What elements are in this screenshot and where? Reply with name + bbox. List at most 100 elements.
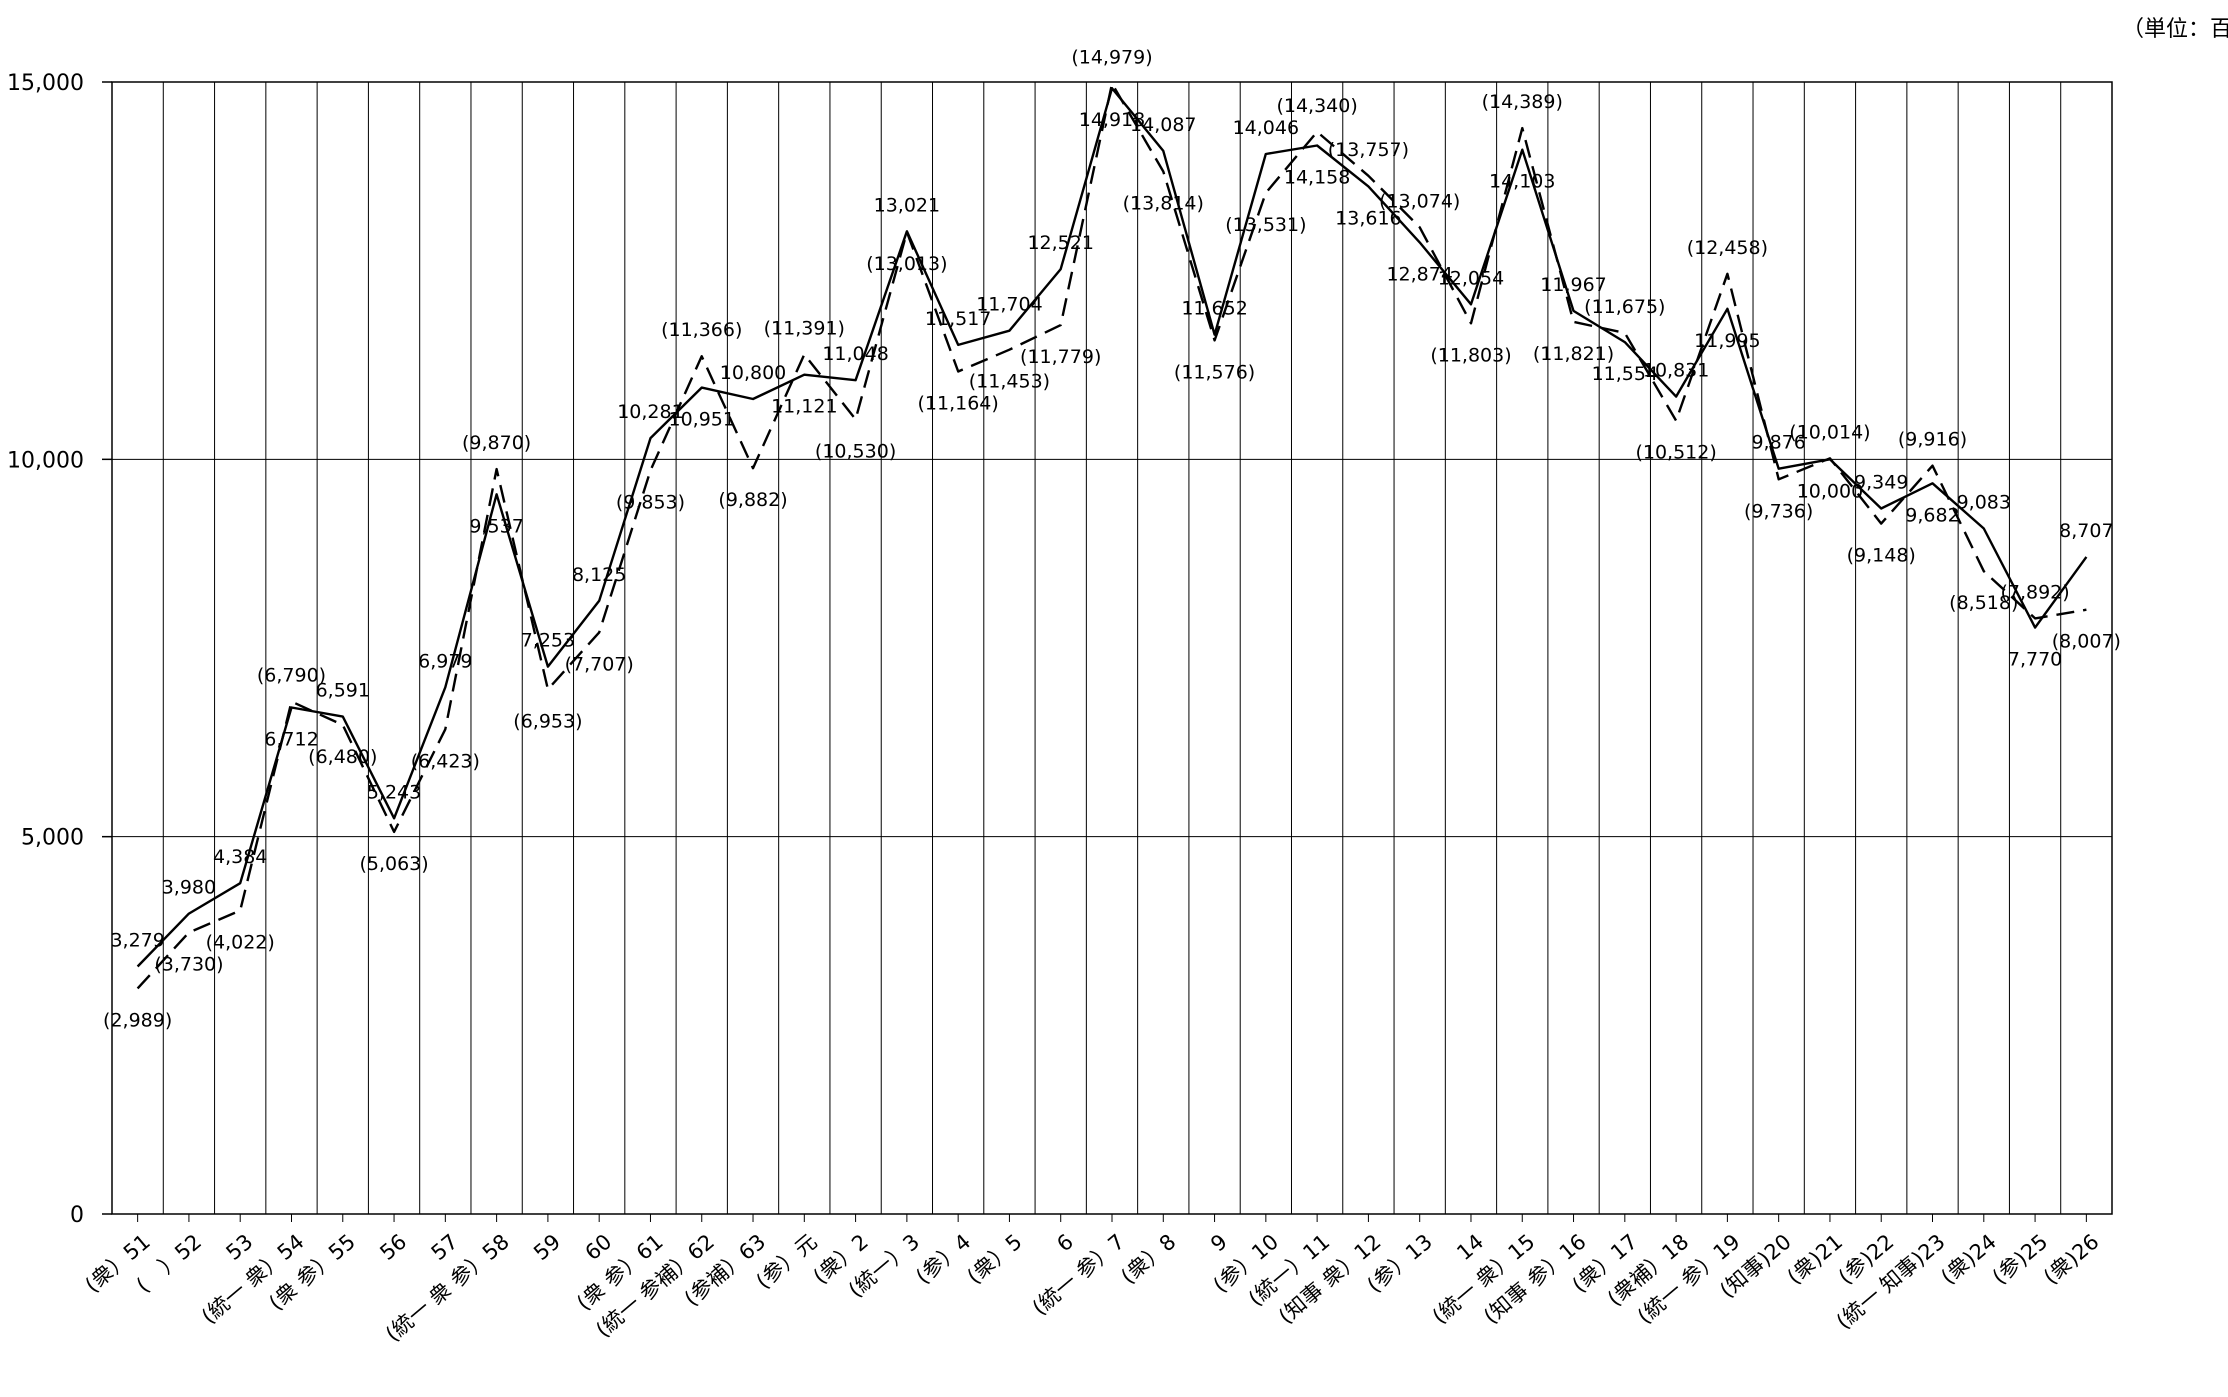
data-label: 3,980: [162, 877, 216, 899]
data-label: (11,576): [1174, 361, 1255, 383]
data-label: (11,803): [1430, 344, 1511, 366]
data-label: 9,876: [1751, 432, 1805, 454]
data-label: (10,014): [1789, 421, 1870, 443]
data-label: 9,682: [1905, 504, 1959, 526]
data-label: 11,121: [771, 396, 837, 418]
data-label: 11,704: [976, 294, 1042, 316]
data-label: 11,517: [925, 308, 991, 330]
data-label: 13,021: [874, 194, 940, 216]
data-label: (6,423): [411, 750, 480, 772]
x-tick-label: (衆)24: [1936, 1229, 2001, 1289]
data-label: 12,874: [1386, 263, 1452, 285]
series-lines: [136, 82, 2088, 990]
data-label: 10,000: [1797, 480, 1863, 502]
data-label: (11,366): [661, 319, 742, 341]
data-label: 6,591: [316, 680, 370, 702]
data-label: (12,458): [1687, 237, 1768, 259]
data-label: 5,243: [367, 781, 421, 803]
data-label: (9,736): [1744, 500, 1813, 522]
data-label: (4,022): [206, 931, 275, 953]
data-label: (9,148): [1847, 545, 1916, 567]
data-label: 10,831: [1643, 360, 1709, 382]
data-label: 11,652: [1181, 298, 1247, 320]
data-label: 3,279: [110, 930, 164, 952]
data-label: 7,770: [2008, 649, 2062, 671]
data-label: (13,074): [1379, 190, 1460, 212]
data-label: (11,675): [1584, 296, 1665, 318]
data-label: (8,007): [2052, 631, 2121, 653]
x-axis: (衆）51( ）52 53(統一 衆）54(衆 参）55 56 57(統一 衆 参）5…: [81, 1214, 2104, 1346]
solid-series-line: [136, 86, 2088, 968]
x-tick-label: (衆)21: [1783, 1229, 1848, 1289]
y-tick-label: 0: [70, 1203, 84, 1228]
x-tick-label: (参)25: [1988, 1229, 2053, 1289]
data-label: 14,046: [1233, 117, 1299, 139]
data-label: (13,013): [866, 253, 947, 275]
data-label: (11,164): [917, 392, 998, 414]
y-tick-label: 5,000: [21, 826, 84, 851]
data-label: (3,730): [154, 954, 223, 976]
data-label: 7,253: [521, 630, 575, 652]
data-label: 8,125: [572, 564, 626, 586]
x-tick-label: 56: [375, 1229, 411, 1265]
data-label: 14,087: [1130, 114, 1196, 136]
x-tick-label: (衆)26: [2039, 1229, 2104, 1289]
data-label: 10,951: [669, 409, 735, 431]
data-label: (13,814): [1123, 193, 1204, 215]
unit-label: （単位：百万: [2122, 17, 2228, 42]
x-tick-label: 60: [580, 1229, 616, 1265]
data-label: (11,821): [1533, 343, 1614, 365]
data-label: (9,916): [1898, 429, 1967, 451]
data-label: (14,340): [1276, 95, 1357, 117]
data-label: (13,531): [1225, 214, 1306, 236]
data-label: 14,918: [1079, 109, 1145, 131]
data-label: (11,453): [969, 371, 1050, 393]
x-tick-label: 53: [222, 1229, 258, 1265]
data-label: (11,391): [764, 317, 845, 339]
data-label: (7,707): [565, 653, 634, 675]
data-label: 8,707: [2059, 520, 2113, 542]
data-label: 12,054: [1438, 267, 1504, 289]
data-label: (8,518): [1949, 592, 2018, 614]
data-label: (13,757): [1328, 139, 1409, 161]
dashed-series-line: [136, 82, 2087, 990]
x-tick-label: 14: [1452, 1229, 1488, 1265]
data-label: (9,870): [462, 432, 531, 454]
data-labels: 3,279 (2,989) 3,980 (3,730) 4,384 (4,022) (6,7…: [103, 47, 2121, 1032]
x-tick-label: (統一 参）7: [1028, 1229, 1129, 1320]
x-tick-label: 6: [1052, 1229, 1078, 1256]
plot-area-frame: [111, 81, 2113, 1215]
y-axis: 0 5,000 10,000 15,000: [7, 71, 112, 1228]
data-label: (6,953): [513, 710, 582, 732]
data-label: 11,554: [1592, 363, 1658, 385]
y-tick-label: 10,000: [7, 448, 84, 473]
grid-lines: [112, 82, 2112, 1214]
data-label: 11,967: [1540, 274, 1606, 296]
data-label: 6,712: [264, 728, 318, 750]
data-label: (6,480): [308, 746, 377, 768]
data-label: (10,530): [815, 440, 896, 462]
x-tick-label: (参）4: [911, 1229, 975, 1288]
data-label: 13,616: [1335, 207, 1401, 229]
x-tick-label: (衆）5: [963, 1229, 1027, 1288]
y-tick-label: 15,000: [7, 71, 84, 96]
x-tick-label: 57: [427, 1229, 463, 1265]
data-label: 10,800: [720, 362, 786, 384]
data-label: 6,979: [418, 650, 472, 672]
data-label: 11,995: [1694, 330, 1760, 352]
data-label: (14,389): [1482, 91, 1563, 113]
data-label: (10,512): [1635, 442, 1716, 464]
data-label: 10,281: [617, 401, 683, 423]
data-label: (11,779): [1020, 346, 1101, 368]
data-label: (5,063): [359, 853, 428, 875]
data-label: 11,048: [822, 343, 888, 365]
data-label: 14,103: [1489, 171, 1555, 193]
data-label: (2,989): [103, 1009, 172, 1031]
x-tick-label: (衆）8: [1116, 1229, 1180, 1288]
data-label: 14,158: [1284, 167, 1350, 189]
data-label: 9,537: [469, 515, 523, 537]
data-label: 9,083: [1957, 492, 2011, 514]
data-label: 9,349: [1854, 471, 1908, 493]
data-label: (6,790): [257, 665, 326, 687]
